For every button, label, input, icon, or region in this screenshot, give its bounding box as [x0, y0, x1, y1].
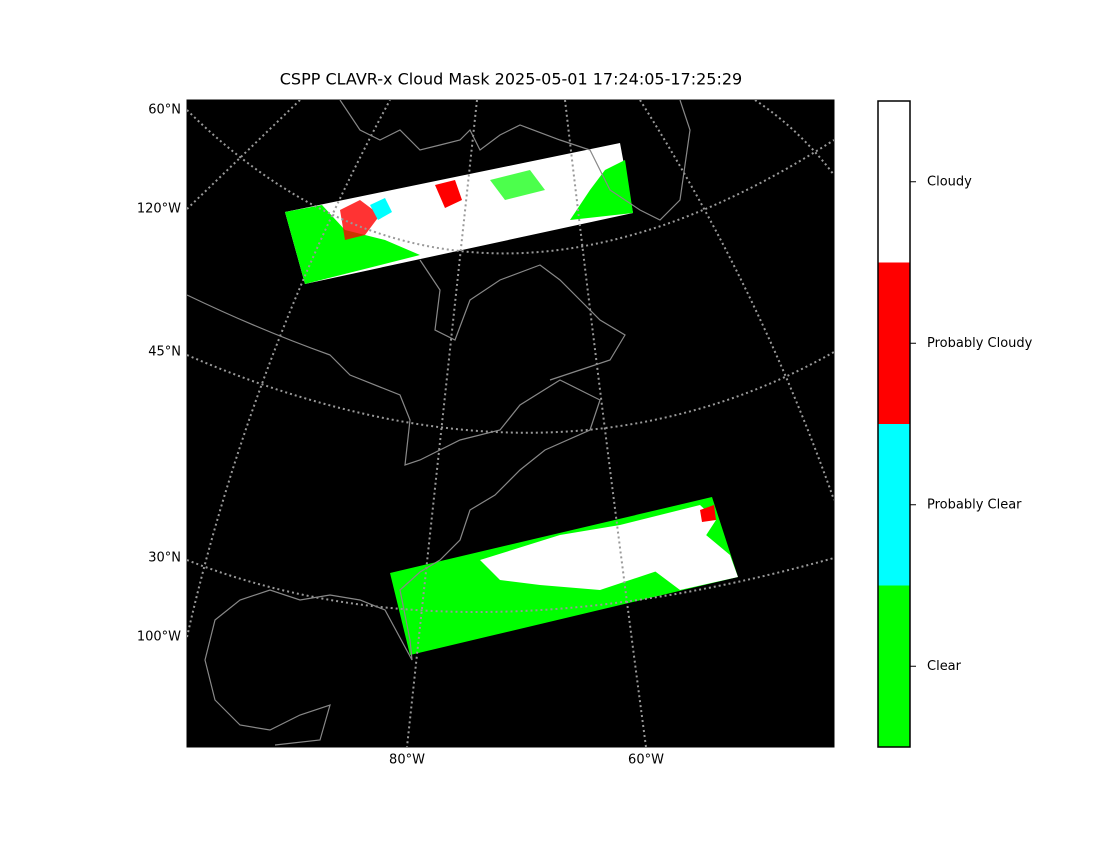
axis-label: 80°W — [389, 753, 425, 768]
colorbar-label: Cloudy — [927, 174, 972, 189]
axis-label: 100°W — [137, 630, 181, 645]
colorbar-label: Probably Clear — [927, 497, 1022, 512]
colorbar-segment — [878, 424, 910, 586]
swath-south — [390, 497, 738, 655]
colorbar: Clear Probably Clear Probably Cloudy Cloudy — [877, 100, 1033, 748]
colorbar-label: Clear — [927, 659, 962, 674]
probably-clear-area — [370, 198, 392, 220]
graticule — [406, 100, 478, 747]
axis-label: 45°N — [148, 345, 181, 360]
coastline — [339, 100, 691, 221]
axis-label: 60°W — [628, 753, 664, 768]
cloudy-area — [340, 200, 380, 240]
clear-area — [490, 170, 545, 200]
graticule — [187, 109, 834, 255]
graticule — [187, 100, 391, 638]
colorbar-segment — [878, 262, 910, 424]
graticule — [639, 100, 834, 501]
coastline — [187, 294, 601, 746]
clear-area — [285, 205, 420, 284]
colorbar-segment — [878, 101, 910, 263]
graticule — [187, 351, 834, 434]
graticule — [187, 100, 301, 210]
graticule — [754, 100, 834, 176]
cloudy-area — [435, 180, 462, 208]
colorbar-frame — [877, 100, 911, 748]
cloudy-area — [700, 505, 716, 522]
swath-north — [285, 143, 633, 284]
axis-label: 30°N — [148, 551, 181, 566]
bottom-labels: 80°W 60°W — [389, 753, 664, 768]
graticule — [564, 100, 647, 747]
axis-label: 120°W — [137, 202, 181, 217]
colorbar-label: Probably Cloudy — [927, 336, 1033, 351]
clear-area — [570, 160, 633, 220]
title: CSPP CLAVR-x Cloud Mask 2025-05-01 17:24… — [280, 70, 742, 89]
coastline — [419, 259, 626, 381]
graticule — [187, 557, 834, 613]
cloudy-area — [640, 530, 738, 590]
axis-label: 60°N — [148, 103, 181, 118]
left-labels: 60°N 120°W 45°N 30°N 100°W — [137, 103, 181, 645]
colorbar-segment — [878, 585, 910, 747]
map-layer — [187, 100, 834, 747]
